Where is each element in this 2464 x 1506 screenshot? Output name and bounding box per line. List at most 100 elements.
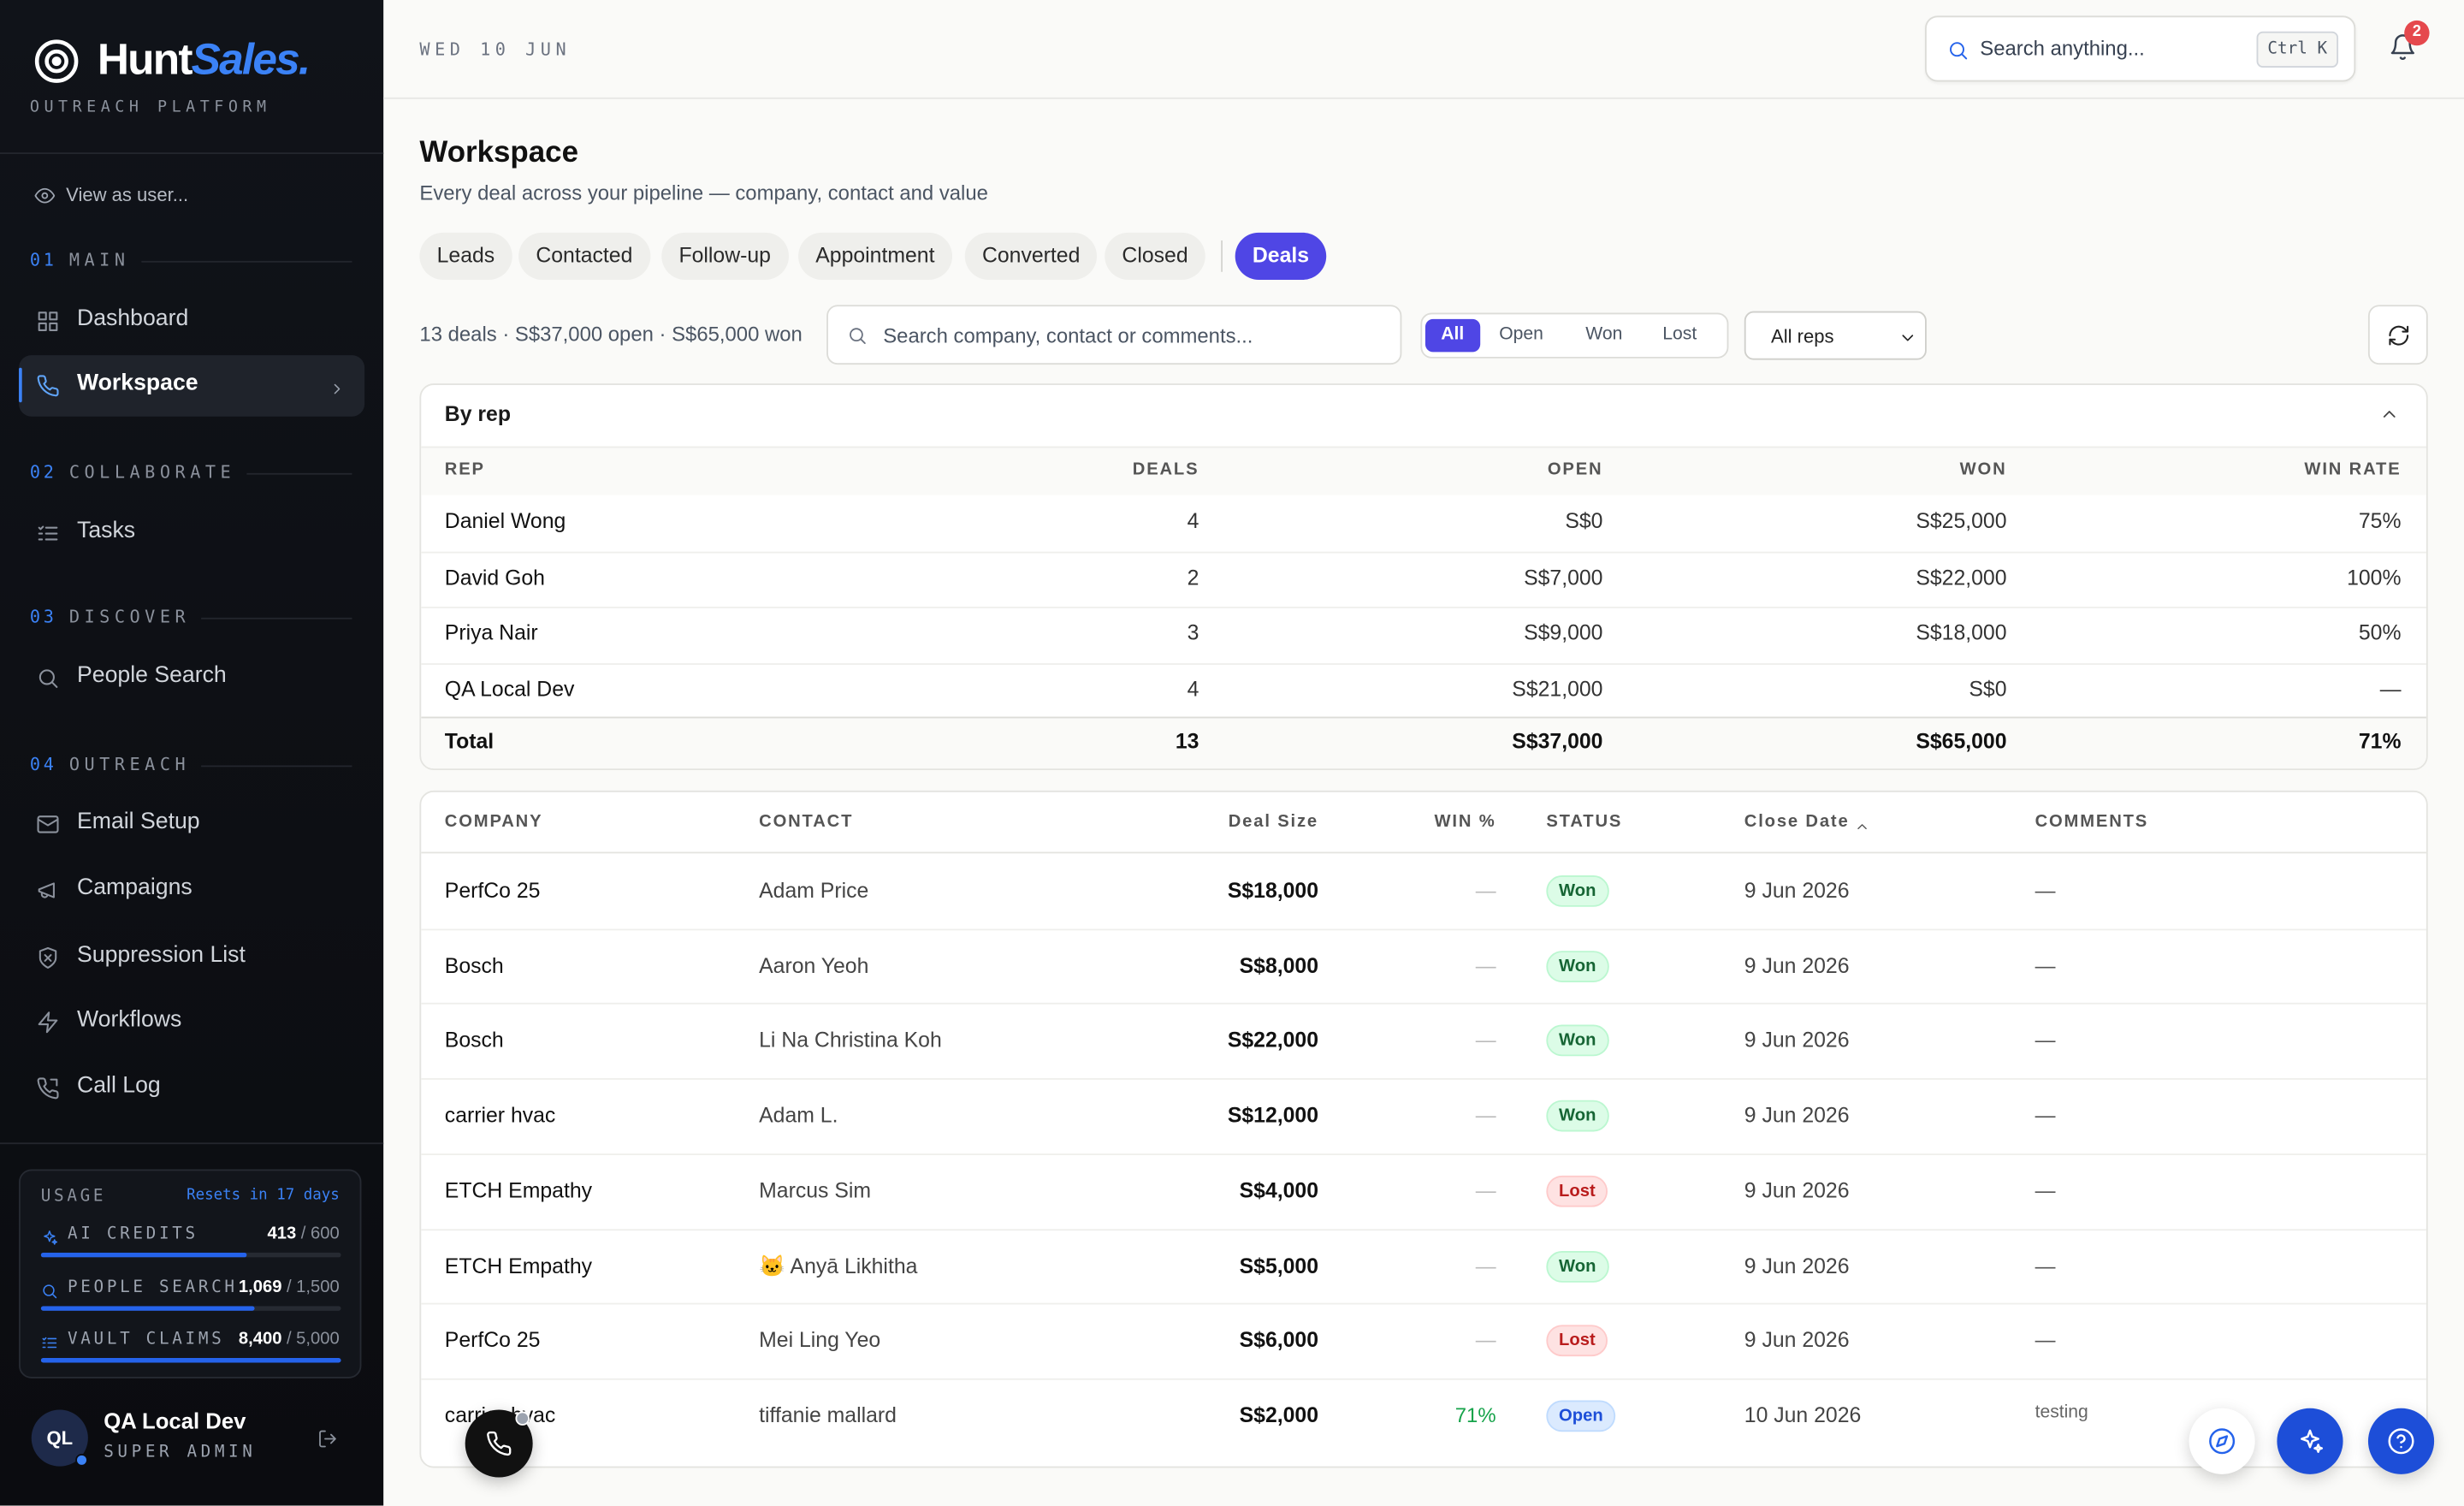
status-pill: Open <box>1546 1400 1616 1432</box>
topbar-border <box>383 97 2464 99</box>
notification-badge: 2 <box>2404 20 2430 46</box>
section-number: 02 <box>29 462 57 483</box>
cell: testing <box>2035 1403 2088 1423</box>
column-header[interactable]: Close Date <box>1744 812 1850 832</box>
row-border <box>421 606 2426 608</box>
cell: 10 Jun 2026 <box>1744 1403 1862 1427</box>
total-cell: S$65,000 <box>1916 729 2007 753</box>
nav-item[interactable]: Suppression List <box>77 943 246 969</box>
user-role: SUPER ADMIN <box>104 1443 257 1462</box>
nav-active-bg <box>19 355 365 417</box>
column-header: CONTACT <box>759 812 854 832</box>
tab[interactable]: Deals <box>1235 232 1327 280</box>
cell: 9 Jun 2026 <box>1744 1178 1850 1202</box>
divider <box>0 1142 384 1145</box>
row-border <box>421 662 2426 665</box>
search-placeholder: Search anything... <box>1980 36 2145 60</box>
tab[interactable]: Contacted <box>518 232 650 280</box>
filter-search[interactable]: Search company, contact or comments... <box>826 305 1402 365</box>
status-filter-option[interactable]: All <box>1424 318 1480 353</box>
tab[interactable]: Follow-up <box>661 232 789 280</box>
cell: — <box>1475 878 1496 903</box>
nav-icon <box>36 1011 60 1035</box>
tab[interactable]: Converted <box>964 232 1098 280</box>
tab[interactable]: Leads <box>419 232 512 280</box>
status-filter-option[interactable]: Lost <box>1662 325 1697 345</box>
nav-item[interactable]: People Search <box>77 663 227 689</box>
section-rule <box>246 472 352 475</box>
nav-icon <box>36 1076 60 1100</box>
refresh-button[interactable] <box>2367 305 2428 365</box>
cell: David Goh <box>444 565 545 589</box>
cell: 2 <box>1187 565 1199 589</box>
usage-resets: Resets in 17 days <box>187 1186 340 1204</box>
status-pill: Lost <box>1546 1175 1608 1207</box>
section-number: 01 <box>29 250 57 270</box>
cell: S$18,000 <box>1916 620 2007 645</box>
nav-icon <box>36 667 60 691</box>
rep-select-label: All reps <box>1771 325 1834 347</box>
help-button[interactable] <box>2367 1408 2435 1474</box>
status-filter-option[interactable]: Won <box>1585 325 1623 345</box>
status-filter-option[interactable]: Open <box>1499 325 1543 345</box>
cell: 100% <box>2347 565 2402 589</box>
column-header[interactable]: Deal Size <box>1228 812 1319 832</box>
cell: Mei Ling Yeo <box>759 1328 881 1352</box>
nav-item[interactable]: Tasks <box>77 519 136 544</box>
global-search[interactable]: Search anything... Ctrl K <box>1925 15 2356 82</box>
cell: 4 <box>1187 509 1199 533</box>
help-button-icon <box>2387 1427 2415 1456</box>
section-rule <box>201 765 352 768</box>
header-border <box>421 851 2426 854</box>
cell: S$5,000 <box>1239 1253 1319 1278</box>
cell: ETCH Empathy <box>444 1253 593 1278</box>
cell: Li Na Christina Koh <box>759 1028 942 1052</box>
nav-item[interactable]: Campaigns <box>77 875 192 901</box>
logout-icon[interactable] <box>317 1429 338 1450</box>
meter-used: 413 <box>267 1224 297 1243</box>
sidebar: HuntSales. OUTREACH PLATFORM View as user.… <box>0 0 384 1506</box>
nav-item[interactable]: Workspace <box>77 371 198 396</box>
section-label: MAIN <box>68 250 130 270</box>
meter-track <box>40 1252 341 1258</box>
meter-limit: / 1,500 <box>286 1277 340 1296</box>
cell: Bosch <box>444 1028 504 1052</box>
view-as-user[interactable]: View as user... <box>66 183 189 206</box>
collapse-icon[interactable] <box>2379 404 2400 424</box>
meter-fill <box>40 1357 341 1363</box>
section-label: COLLABORATE <box>68 462 236 483</box>
cell: PerfCo 25 <box>444 878 541 903</box>
sort-icon <box>1854 814 1869 830</box>
nav-item[interactable]: Dashboard <box>77 306 189 332</box>
nav-item[interactable]: Workflows <box>77 1007 182 1033</box>
meter-name: PEOPLE SEARCH <box>67 1277 238 1296</box>
ai-button[interactable] <box>2277 1408 2343 1474</box>
nav-item[interactable]: Call Log <box>77 1073 161 1099</box>
divider <box>0 152 384 155</box>
meter-track <box>40 1357 341 1363</box>
page-subtitle: Every deal across your pipeline — compan… <box>419 181 988 205</box>
cell: — <box>1475 1178 1496 1202</box>
nav-icon <box>36 310 60 334</box>
section-label: DISCOVER <box>68 606 191 627</box>
online-dot <box>75 1453 88 1467</box>
cell: Daniel Wong <box>444 509 566 533</box>
nav-item[interactable]: Email Setup <box>77 809 200 835</box>
call-status-dot <box>515 1411 530 1426</box>
brand-tagline: OUTREACH PLATFORM <box>29 98 271 116</box>
row-border <box>421 1378 2426 1380</box>
cell: S$22,000 <box>1916 565 2007 589</box>
rep-select[interactable]: All reps <box>1744 311 1927 360</box>
column-header: WIN RATE <box>2304 460 2402 480</box>
compass-button[interactable] <box>2189 1408 2255 1474</box>
brand-name: HuntSales. <box>98 34 311 85</box>
cell: — <box>2035 1178 2056 1202</box>
page-title: Workspace <box>419 136 578 170</box>
tab[interactable]: Closed <box>1105 232 1205 280</box>
cell: S$7,000 <box>1524 565 1603 589</box>
usage-label: USAGE <box>40 1186 107 1206</box>
cell: Adam L. <box>759 1103 838 1128</box>
cell: ETCH Empathy <box>444 1178 593 1202</box>
tab[interactable]: Appointment <box>798 232 952 280</box>
